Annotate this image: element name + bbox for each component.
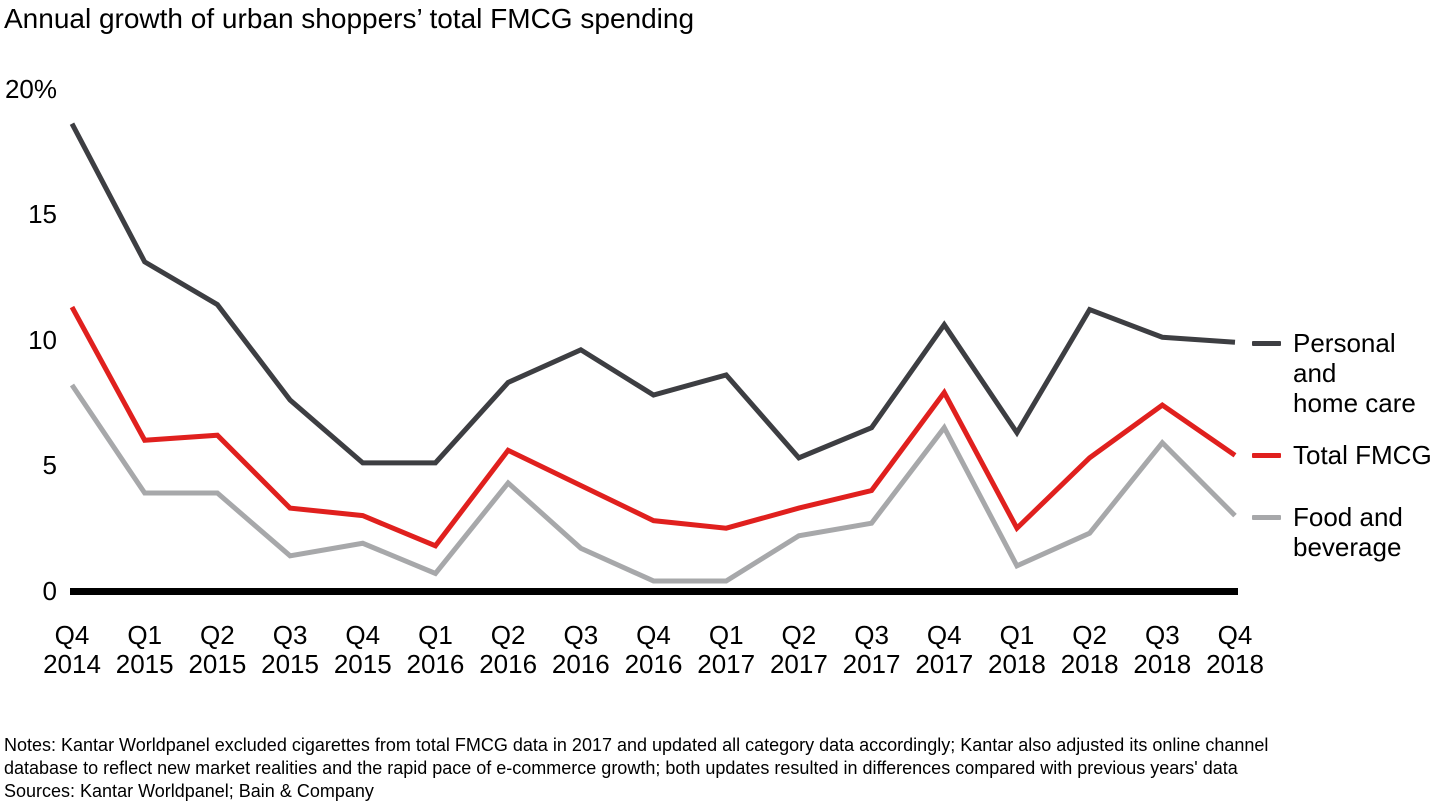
x-tick-label: Q1 2016 <box>406 620 465 679</box>
notes-line-2: database to reflect new market realities… <box>4 758 1238 778</box>
x-tick-label: Q4 2017 <box>915 620 974 679</box>
legend-label: Total FMCG <box>1293 440 1432 470</box>
line-total-fmcg <box>69 305 1237 549</box>
legend-dash-icon <box>1252 515 1281 520</box>
legend-label: Food and beverage <box>1293 502 1403 562</box>
x-tick-label: Q1 2015 <box>115 620 174 679</box>
line-food-and-beverage <box>69 383 1237 584</box>
legend-label: Personal and home care <box>1293 328 1416 418</box>
x-tick-label: Q1 2017 <box>697 620 756 679</box>
chart-notes: Notes: Kantar Worldpanel excluded cigare… <box>4 734 1440 803</box>
x-tick-label: Q4 2016 <box>624 620 683 679</box>
x-tick-label: Q2 2015 <box>188 620 247 679</box>
x-tick-label: Q3 2016 <box>551 620 610 679</box>
y-tick-label: 15 <box>28 199 57 230</box>
legend-dash-icon <box>1252 341 1281 346</box>
x-tick-label: Q2 2016 <box>479 620 538 679</box>
x-tick-label: Q3 2018 <box>1133 620 1192 679</box>
x-tick-label: Q4 2014 <box>43 620 101 679</box>
x-tick-label: Q4 2015 <box>333 620 392 679</box>
x-tick-label: Q2 2018 <box>1060 620 1119 679</box>
x-tick-label: Q2 2017 <box>769 620 828 679</box>
line-personal-and-home-care <box>69 122 1236 466</box>
notes-sources: Sources: Kantar Worldpanel; Bain & Compa… <box>4 781 374 801</box>
y-tick-label: 10 <box>28 324 57 355</box>
notes-line-1: Notes: Kantar Worldpanel excluded cigare… <box>4 735 1269 755</box>
x-tick-label: Q1 2018 <box>988 620 1046 679</box>
x-tick-label: Q4 2018 <box>1206 620 1264 679</box>
x-tick-label: Q3 2015 <box>261 620 319 679</box>
y-tick-label: 5 <box>42 450 57 481</box>
legend-dash-icon <box>1252 453 1281 458</box>
y-tick-label: 20% <box>4 73 57 104</box>
x-tick-label: Q3 2017 <box>842 620 901 679</box>
y-tick-label: 0 <box>42 576 57 606</box>
chart-title: Annual growth of urban shoppers’ total F… <box>4 3 695 34</box>
